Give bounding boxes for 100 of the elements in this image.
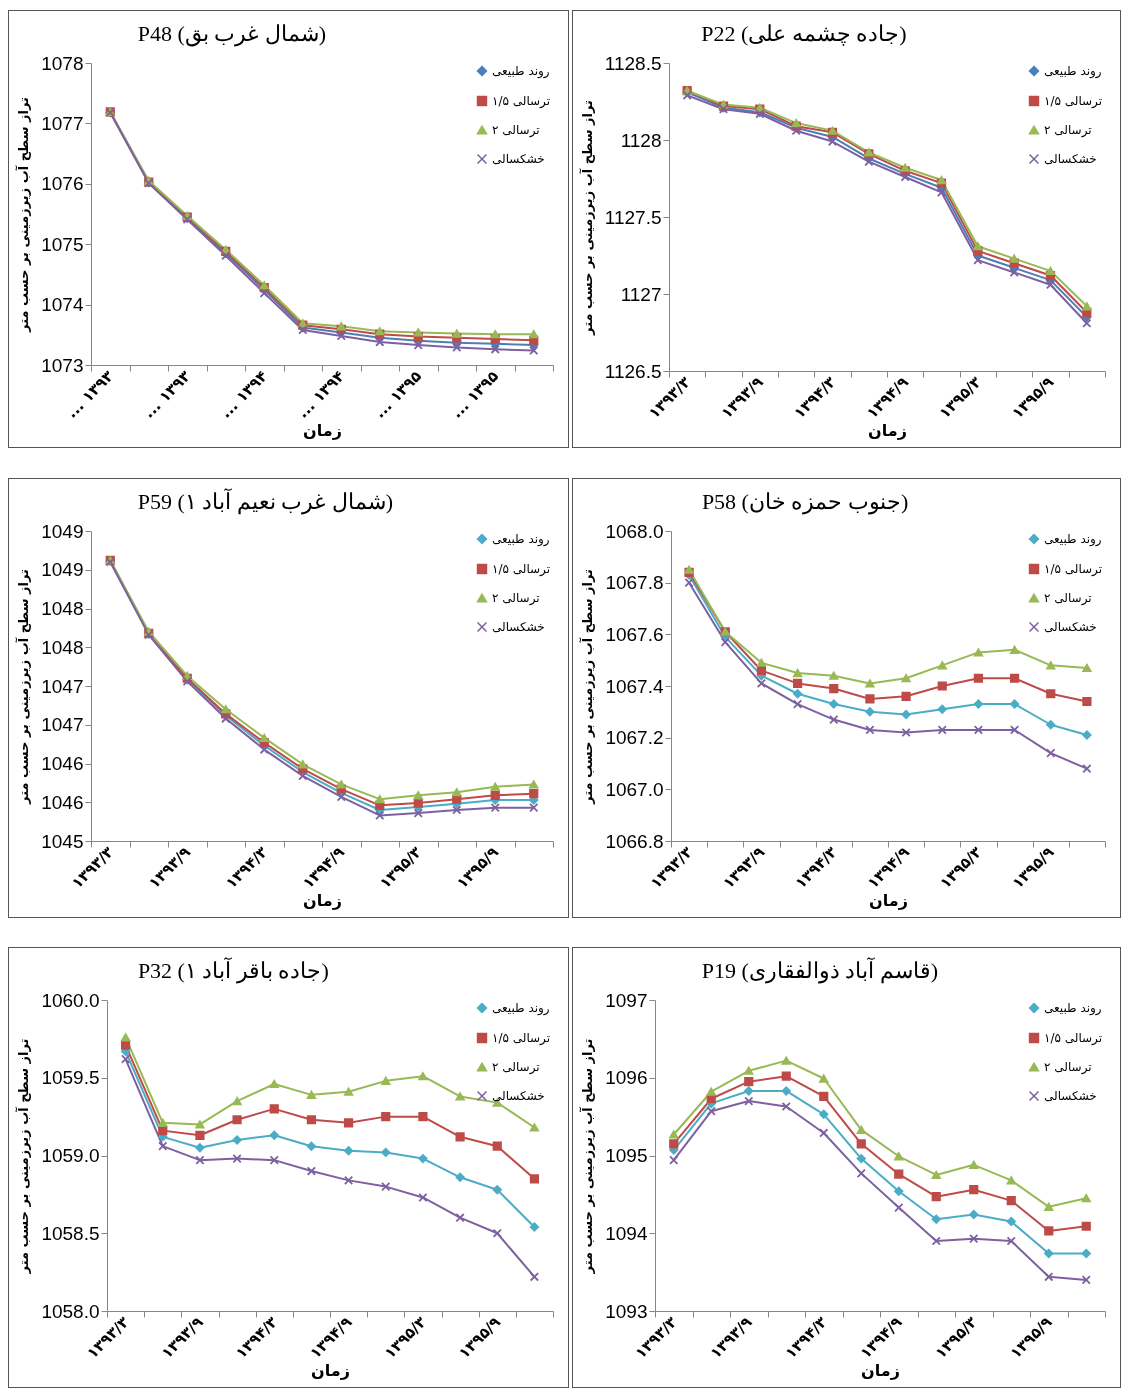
y-tick-label: 1049 (41, 559, 84, 581)
y-axis-title: تراز سطح آب زیرزمینی بر حسب متر (578, 100, 595, 336)
x-tick-label: ۱۳۹۴/۳ (791, 843, 841, 893)
y-tick-label: 1060.0 (41, 989, 100, 1011)
legend-label: خشکسالی (1044, 1089, 1097, 1103)
x-tick-label: ۱۳۹۳/۹ (145, 843, 195, 893)
y-tick-label: 1046 (41, 791, 84, 813)
x-tick-label: ۱۳۹۳/۹ (717, 373, 767, 423)
y-axis-title: تراز سطح آب زیرزمینی بر حسب متر (15, 97, 32, 333)
x-tick-label: ۱۳۹۴/۳ (232, 1313, 282, 1363)
y-tick-label: 1128.5 (604, 52, 662, 74)
x-tick-label: ۱۳۹۳/۹ (706, 1313, 756, 1363)
y-tick-label: 1074 (41, 294, 84, 316)
x-tick-label: ۱۳۹۳/۹ (719, 843, 769, 893)
x-axis-title: زمان (303, 420, 342, 440)
legend-label: ترسالی ۲ (1044, 1060, 1092, 1075)
x-tick-label: ۱۳۹۵/۳ (931, 1313, 981, 1363)
x-tick-label: ... ۱۳۹۴ (216, 367, 272, 422)
y-tick-label: 1058.5 (41, 1222, 100, 1244)
y-tick-label: 1047 (41, 675, 84, 697)
chart-title: P59 (شمال غرب نعیم آباد ۱) (137, 488, 394, 515)
x-axis-title: زمان (869, 891, 908, 911)
y-tick-label: 1076 (41, 173, 84, 195)
x-tick-label: ۱۳۹۴/۳ (781, 1313, 831, 1363)
x-tick-label: ۱۳۹۴/۳ (222, 843, 272, 893)
y-tick-label: 1066.8 (605, 830, 664, 852)
y-tick-label: 1077 (41, 112, 84, 134)
chart-title: P22 (جاده چشمه علی) (701, 21, 907, 46)
y-axis-title: تراز سطح آب زیرزمینی بر حسب متر (15, 1038, 32, 1275)
x-tick-label: ۱۳۹۵/۹ (455, 1313, 505, 1363)
y-tick-label: 1067.8 (605, 572, 664, 594)
y-tick-label: 1058.0 (41, 1300, 100, 1322)
y-tick-label: 1095 (605, 1145, 648, 1166)
y-tick-label: 1059.0 (41, 1145, 100, 1166)
legend-label: خشکسالی (1044, 152, 1097, 166)
x-tick-label: ... ۱۳۹۴ (293, 367, 349, 422)
legend-label: ترسالی ۲ (1044, 591, 1092, 606)
x-tick-label: ۱۳۹۵/۳ (935, 373, 985, 423)
legend-label: روند طبیعی (1044, 64, 1102, 79)
y-tick-label: 1067.6 (605, 623, 664, 645)
legend-label: ترسالی ۲ (1044, 123, 1092, 138)
legend-label: ترسالی ۱/۵ (492, 1031, 551, 1046)
y-tick-label: 1094 (605, 1222, 648, 1244)
legend-label: خشکسالی (492, 620, 545, 634)
x-tick-label: ۱۳۹۵/۳ (380, 1313, 430, 1363)
y-tick-label: 1049 (41, 520, 84, 542)
y-tick-label: 1046 (41, 753, 84, 774)
chart-title: P48 (شمال غرب بق) (137, 21, 327, 47)
x-tick-label: ۱۳۹۵/۹ (1008, 373, 1058, 423)
legend-label: ترسالی ۲ (492, 123, 540, 138)
legend-label: روند طبیعی (1044, 1001, 1102, 1016)
y-tick-label: 1096 (605, 1067, 648, 1089)
chart-title: P32 (جاده باقر آباد ۱) (137, 957, 329, 984)
x-tick-label: ۱۳۹۵/۹ (453, 843, 503, 893)
x-axis-title: زمان (861, 1361, 900, 1381)
x-tick-label: ۱۳۹۴/۹ (863, 843, 913, 893)
x-tick-label: ۱۳۹۴/۹ (299, 843, 349, 893)
x-tick-label: ۱۳۹۵/۹ (1008, 843, 1058, 893)
x-tick-label: ۱۳۹۵/۹ (1006, 1313, 1056, 1363)
y-tick-label: 1045 (41, 830, 84, 852)
legend-label: خشکسالی (492, 152, 545, 166)
chart-title: P58 (جنوب حمزه خان) (701, 489, 909, 515)
y-tick-label: 1093 (605, 1300, 648, 1322)
y-tick-label: 1127.5 (604, 206, 662, 228)
y-axis-title: تراز سطح آب زیرزمینی بر حسب متر (579, 1038, 596, 1275)
x-tick-label: ... ۱۳۹۵ (370, 367, 426, 422)
x-tick-label: ۱۳۹۳/۹ (157, 1313, 207, 1363)
legend-label: خشکسالی (492, 1089, 545, 1103)
y-tick-label: 1048 (41, 636, 84, 658)
x-tick-label: ... ۱۳۹۳ (139, 367, 195, 422)
y-tick-label: 1067.2 (605, 727, 664, 749)
y-axis-title: تراز سطح آب زیرزمینی بر حسب متر (579, 569, 596, 805)
legend-label: ترسالی ۱/۵ (1044, 562, 1103, 577)
legend-label: روند طبیعی (492, 1001, 550, 1016)
legend-label: روند طبیعی (492, 532, 550, 547)
y-tick-label: 1067.4 (605, 675, 664, 697)
x-axis-title: زمان (303, 891, 342, 911)
legend-label: روند طبیعی (1044, 532, 1102, 547)
chart-title: P19 (قاسم آباد ذوالفقاری) (701, 957, 939, 984)
y-tick-label: 1127 (620, 283, 662, 305)
x-tick-label: ۱۳۹۵/۳ (936, 843, 986, 893)
y-tick-label: 1047 (41, 714, 84, 736)
legend-label: ترسالی ۱/۵ (492, 562, 551, 577)
y-tick-label: 1067.0 (605, 778, 664, 800)
y-tick-label: 1048 (41, 598, 84, 619)
y-tick-label: 1059.5 (41, 1067, 100, 1089)
y-axis-title: تراز سطح آب زیرزمینی بر حسب متر (15, 569, 32, 805)
legend-label: ترسالی ۱/۵ (1044, 94, 1103, 109)
x-tick-label: ۱۳۹۴/۹ (863, 373, 913, 423)
x-tick-label: ۱۳۹۵/۳ (376, 843, 426, 893)
y-tick-label: 1075 (41, 233, 84, 255)
legend-label: ترسالی ۱/۵ (1044, 1031, 1103, 1046)
legend-label: روند طبیعی (492, 64, 550, 79)
legend-label: ترسالی ۲ (492, 1060, 540, 1075)
x-tick-label: ۱۳۹۴/۳ (790, 373, 840, 423)
y-tick-label: 1073 (41, 354, 84, 376)
x-tick-label: ۱۳۹۴/۹ (856, 1313, 906, 1363)
y-tick-label: 1078 (41, 52, 84, 74)
x-tick-label: ۱۳۹۴/۹ (306, 1313, 356, 1363)
legend-label: ترسالی ۱/۵ (492, 94, 551, 109)
